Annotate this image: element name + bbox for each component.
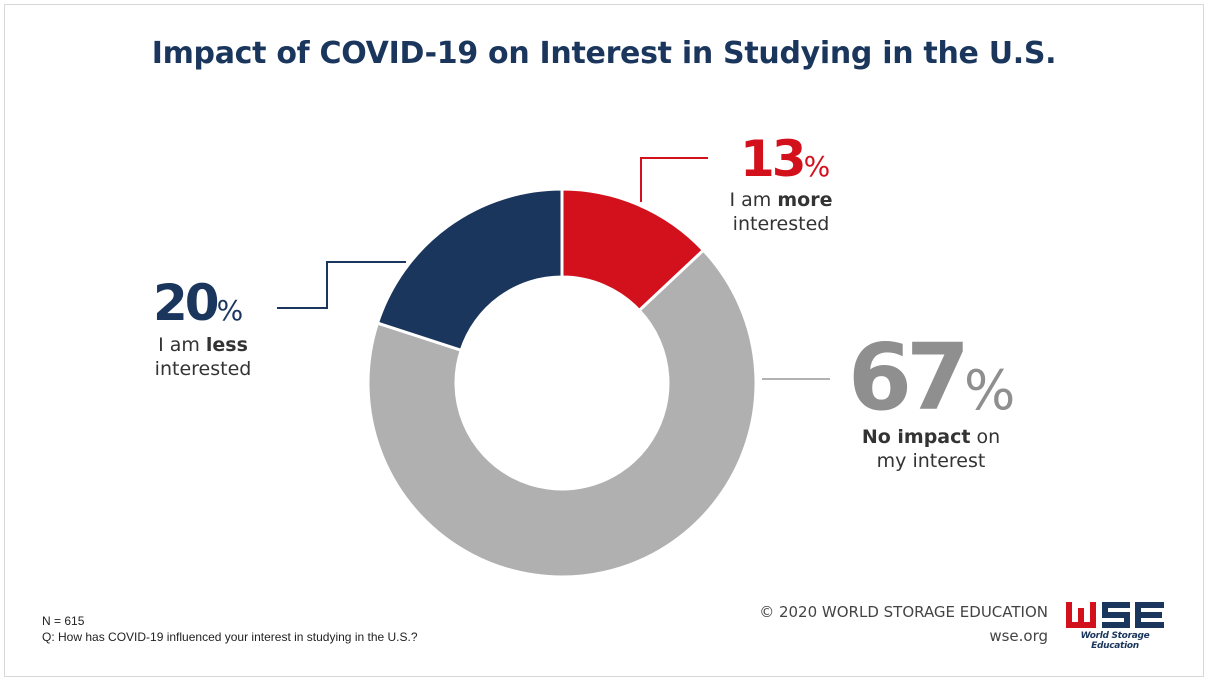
label-emphasis: more — [777, 189, 833, 211]
label-emphasis: less — [205, 334, 248, 356]
label-text: I am — [729, 189, 778, 211]
pct-number: 13 — [740, 130, 807, 188]
chart-frame — [4, 4, 1204, 677]
logo-tagline: World Storage Education — [1080, 631, 1150, 651]
sample-size: N = 615 — [42, 614, 85, 628]
label-text: I am — [158, 334, 206, 356]
slice-less-interested — [375, 187, 564, 353]
website-text: wse.org — [989, 627, 1048, 645]
leader-line-less — [277, 261, 406, 309]
label-emphasis: No impact — [861, 426, 971, 448]
copyright-text: © 2020 WORLD STORAGE EDUCATION — [759, 603, 1048, 621]
slice-label-more: I am more interested — [706, 188, 856, 236]
label-text: interested — [732, 213, 830, 235]
wse-logo — [1066, 602, 1164, 628]
pct-label-more: 13% — [740, 134, 830, 184]
pct-label-no-impact: 67% — [848, 332, 1015, 424]
survey-question: Q: How has COVID-19 influenced your inte… — [42, 630, 418, 644]
label-text: my interest — [876, 450, 986, 472]
slice-label-less: I am less interested — [128, 333, 278, 381]
slice-label-no-impact: No impact on my interest — [846, 425, 1016, 473]
pct-number: 20 — [153, 274, 220, 332]
pct-number: 67 — [848, 324, 970, 431]
pct-sign: % — [964, 359, 1016, 422]
label-text: interested — [154, 358, 252, 380]
footnote: N = 615 Q: How has COVID-19 influenced y… — [42, 613, 418, 645]
attribution: © 2020 WORLD STORAGE EDUCATION wse.org — [759, 600, 1048, 648]
pct-sign: % — [216, 294, 244, 327]
slice-no-impact — [366, 248, 758, 579]
label-text: on — [970, 426, 1001, 448]
chart-title: Impact of COVID-19 on Interest in Studyi… — [151, 36, 1057, 71]
pct-label-less: 20% — [153, 278, 243, 328]
pct-sign: % — [803, 150, 831, 183]
leader-line-more — [640, 157, 708, 202]
